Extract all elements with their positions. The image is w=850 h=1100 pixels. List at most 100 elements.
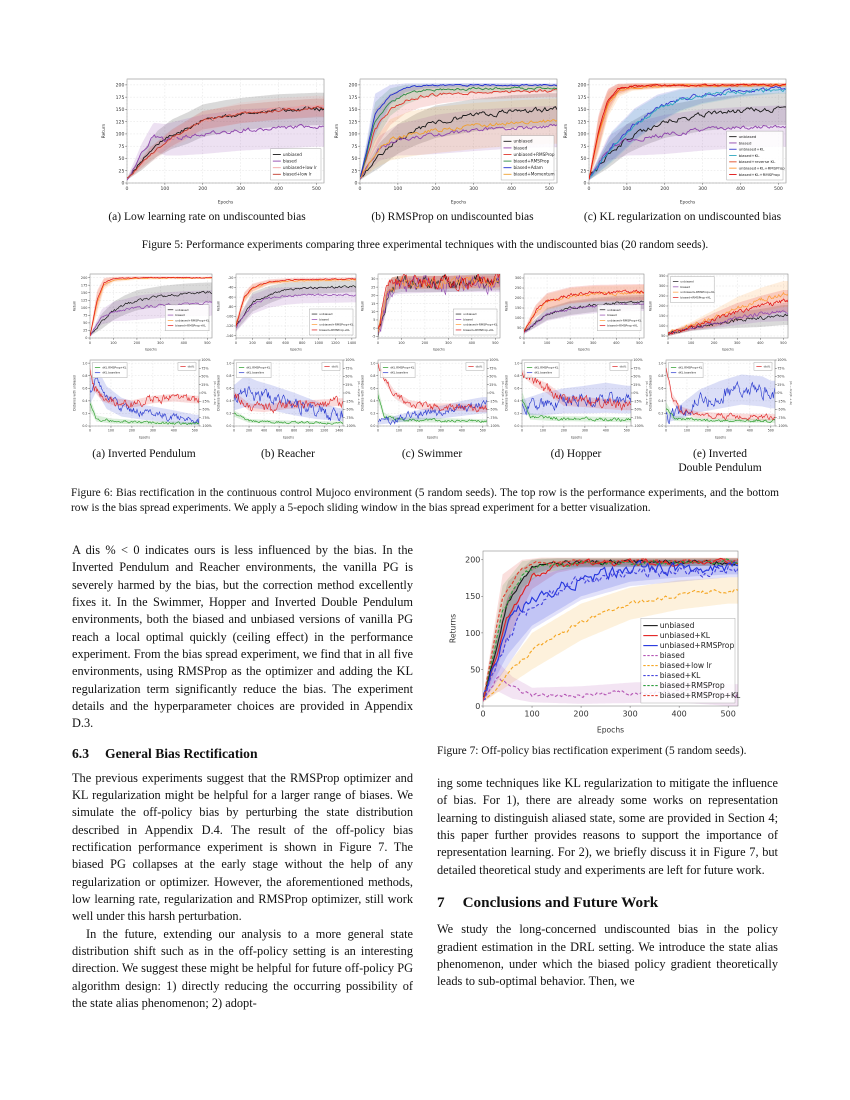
svg-text:0.8: 0.8 (226, 374, 231, 378)
svg-text:0: 0 (354, 181, 357, 187)
svg-text:0.6: 0.6 (82, 386, 87, 390)
svg-text:150: 150 (116, 107, 125, 113)
svg-text:10: 10 (371, 310, 375, 314)
svg-text:biased+RMSProp+KL: biased+RMSProp+KL (175, 324, 206, 328)
svg-text:Epochs: Epochs (433, 348, 445, 352)
svg-text:50%: 50% (489, 375, 496, 379)
fig7-chart-container: 0 50 100 150 200 0 100 200 300 400 500 Returns Epoch… (447, 542, 747, 735)
svg-text:0: 0 (377, 429, 379, 433)
svg-text:300: 300 (445, 341, 451, 345)
svg-text:-25%: -25% (201, 399, 209, 403)
svg-text:150: 150 (659, 314, 665, 318)
svg-text:200: 200 (578, 83, 587, 89)
svg-text:0.0: 0.0 (82, 424, 87, 428)
svg-text:Return: Return (101, 124, 107, 139)
svg-text:100: 100 (544, 341, 550, 345)
svg-text:-50%: -50% (345, 408, 353, 412)
section-6-3-number: 6.3 (72, 745, 89, 761)
svg-text:unbiased+RMSProp+KL: unbiased+RMSProp+KL (463, 323, 498, 327)
fig6b-perf-container: -140 -120 -100 -80 -60 -40 -20 0 200 400 600 800 100… (216, 270, 360, 352)
svg-text:500: 500 (192, 429, 198, 433)
fig5c-subcaption: (c) KL regularization on undiscounted bi… (583, 211, 782, 223)
svg-text:200: 200 (349, 83, 358, 89)
svg-text:0: 0 (373, 326, 375, 330)
svg-text:Return: Return (563, 124, 569, 139)
svg-text:(d₁ − d₂)/(d₁ + d₂): (d₁ − d₂)/(d₁ + d₂) (501, 381, 504, 405)
svg-text:400: 400 (603, 429, 609, 433)
svg-text:unbiased: unbiased (680, 280, 693, 284)
svg-text:50: 50 (470, 665, 480, 674)
fig5b-chart-container: 0 25 50 75 100 125 150 175 200 0 100 200 300 400 500 Re… (333, 73, 563, 205)
svg-text:1.0: 1.0 (82, 361, 87, 365)
svg-text:unbiased+low lr: unbiased+low lr (283, 165, 317, 170)
svg-text:100: 100 (659, 324, 665, 328)
svg-text:Epochs: Epochs (597, 726, 624, 735)
svg-text:0.8: 0.8 (514, 374, 519, 378)
fig6-caption: Figure 6: Bias rectification in the cont… (71, 487, 779, 515)
fig6e-spread-container: 0.0 0.2 0.4 0.6 0.8 1.0 0 100 200 300 400 500 Distan… (648, 356, 792, 440)
svg-text:400: 400 (613, 341, 619, 345)
svg-text:0.6: 0.6 (370, 386, 375, 390)
svg-text:150: 150 (349, 107, 358, 113)
fig6e-inverted-double-pendulum-chart: 50 100 150 200 250 300 350 0 100 200 300 400 500 Retu… (649, 273, 789, 352)
svg-text:dKL baseline: dKL baseline (246, 371, 264, 375)
svg-text:-40: -40 (228, 286, 234, 290)
svg-text:25: 25 (352, 168, 358, 174)
svg-text:1.0: 1.0 (514, 361, 519, 365)
svg-text:200: 200 (116, 83, 125, 89)
svg-text:-60: -60 (228, 295, 234, 299)
svg-text:50%: 50% (345, 375, 352, 379)
svg-text:dKL baseline: dKL baseline (534, 371, 552, 375)
svg-text:200: 200 (515, 296, 521, 300)
svg-text:0.4: 0.4 (226, 399, 231, 403)
svg-text:biased: biased (660, 651, 685, 660)
svg-text:300: 300 (659, 284, 665, 288)
svg-text:200: 200 (246, 429, 252, 433)
svg-text:50: 50 (517, 326, 521, 330)
fig5a-low-lr-chart: 0 25 50 75 100 125 150 175 200 0 100 200 300 400 500 Re… (101, 78, 325, 205)
svg-text:500: 500 (492, 341, 498, 345)
svg-text:200: 200 (465, 556, 480, 565)
fig5-caption: Figure 5: Performance experiments compar… (141, 239, 709, 251)
svg-text:75%: 75% (777, 366, 784, 370)
svg-text:100: 100 (396, 429, 402, 433)
svg-text:500: 500 (204, 341, 210, 345)
svg-text:300: 300 (469, 186, 478, 192)
svg-text:Epochs: Epochs (680, 200, 696, 206)
svg-text:125: 125 (578, 119, 587, 125)
svg-text:1000: 1000 (305, 429, 313, 433)
svg-text:Return: Return (505, 301, 509, 312)
svg-text:75: 75 (352, 144, 358, 150)
svg-text:Return: Return (73, 301, 77, 312)
svg-text:400: 400 (736, 186, 745, 192)
svg-text:unbiased: unbiased (660, 621, 695, 630)
svg-text:5: 5 (373, 318, 375, 322)
fig5a-chart-container: 0 25 50 75 100 125 150 175 200 0 100 200 300 400 500 Re… (100, 73, 330, 205)
right-column: 0 50 100 150 200 0 100 200 300 400 500 Returns Epoch… (437, 542, 778, 991)
svg-text:biased: biased (283, 159, 297, 164)
svg-text:25: 25 (119, 168, 125, 174)
svg-text:0: 0 (480, 709, 485, 718)
svg-text:20: 20 (371, 294, 375, 298)
svg-text:Epochs: Epochs (290, 348, 302, 352)
svg-text:biased+RMSProp: biased+RMSProp (513, 159, 549, 164)
svg-text:300: 300 (698, 186, 707, 192)
svg-text:unbiased: unbiased (607, 308, 620, 312)
fig6c-subcaption: (c) Swimmer (401, 448, 463, 460)
svg-text:300: 300 (438, 429, 444, 433)
svg-text:300: 300 (515, 276, 521, 280)
svg-text:50: 50 (119, 156, 125, 162)
fig6d-hopper-chart: 0 50 100 150 200 250 300 0 100 200 300 400 500 Return… (505, 273, 645, 352)
svg-text:-75%: -75% (201, 416, 209, 420)
svg-text:100%: 100% (345, 358, 354, 362)
svg-text:biased: biased (175, 313, 185, 317)
svg-text:200: 200 (249, 341, 255, 345)
svg-text:100: 100 (524, 709, 539, 718)
svg-text:-50%: -50% (201, 408, 209, 412)
svg-text:(d₁ − d₂)/(d₁ + d₂): (d₁ − d₂)/(d₁ + d₂) (789, 381, 792, 405)
svg-text:dis%: dis% (188, 364, 195, 368)
fig6c-spread-container: 0.0 0.2 0.4 0.6 0.8 1.0 0 100 200 300 400 500 Distan… (360, 356, 504, 440)
svg-text:-100%: -100% (489, 424, 499, 428)
svg-text:biased+RMSProp: biased+RMSProp (660, 681, 725, 690)
fig6c-perf-container: -5 0 5 10 15 20 25 30 0 100 200 300 400 500 Return Epoc… (360, 270, 504, 352)
